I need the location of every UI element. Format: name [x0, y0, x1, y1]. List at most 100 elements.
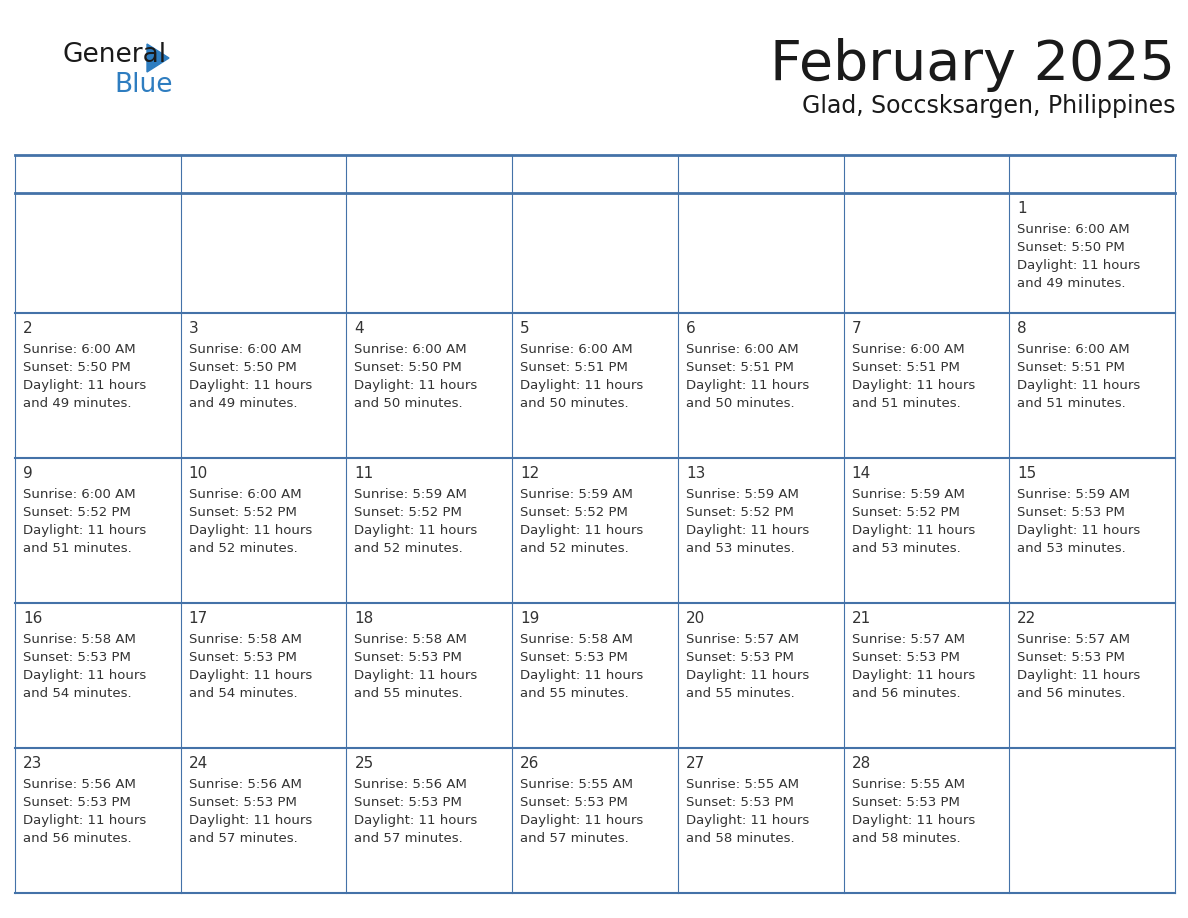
Text: Sunset: 5:52 PM: Sunset: 5:52 PM	[189, 506, 297, 519]
Text: Sunset: 5:53 PM: Sunset: 5:53 PM	[189, 651, 297, 664]
Text: Daylight: 11 hours: Daylight: 11 hours	[189, 524, 312, 537]
Text: Sunset: 5:51 PM: Sunset: 5:51 PM	[685, 361, 794, 374]
Text: Sunday: Sunday	[23, 161, 91, 179]
Text: Sunrise: 6:00 AM: Sunrise: 6:00 AM	[1017, 223, 1130, 236]
Text: Sunset: 5:52 PM: Sunset: 5:52 PM	[520, 506, 628, 519]
Text: Sunset: 5:52 PM: Sunset: 5:52 PM	[685, 506, 794, 519]
Text: 15: 15	[1017, 466, 1037, 481]
Text: Sunrise: 5:58 AM: Sunrise: 5:58 AM	[23, 633, 135, 646]
Text: Daylight: 11 hours: Daylight: 11 hours	[189, 379, 312, 392]
Text: Daylight: 11 hours: Daylight: 11 hours	[23, 379, 146, 392]
Text: and 56 minutes.: and 56 minutes.	[1017, 687, 1126, 700]
Text: Daylight: 11 hours: Daylight: 11 hours	[189, 669, 312, 682]
Text: Sunset: 5:50 PM: Sunset: 5:50 PM	[189, 361, 297, 374]
Text: Sunset: 5:52 PM: Sunset: 5:52 PM	[354, 506, 462, 519]
Text: Saturday: Saturday	[1017, 161, 1101, 179]
Text: Sunrise: 5:59 AM: Sunrise: 5:59 AM	[852, 488, 965, 501]
Text: and 58 minutes.: and 58 minutes.	[852, 832, 960, 845]
Text: 2: 2	[23, 321, 32, 336]
Text: Sunset: 5:50 PM: Sunset: 5:50 PM	[354, 361, 462, 374]
Text: 4: 4	[354, 321, 364, 336]
Text: Sunrise: 5:56 AM: Sunrise: 5:56 AM	[23, 778, 135, 791]
Text: Daylight: 11 hours: Daylight: 11 hours	[23, 814, 146, 827]
Text: and 57 minutes.: and 57 minutes.	[520, 832, 628, 845]
Text: Sunset: 5:53 PM: Sunset: 5:53 PM	[520, 651, 628, 664]
Text: Sunset: 5:53 PM: Sunset: 5:53 PM	[852, 796, 960, 809]
Text: Sunrise: 5:57 AM: Sunrise: 5:57 AM	[852, 633, 965, 646]
Text: Daylight: 11 hours: Daylight: 11 hours	[852, 379, 975, 392]
Text: Sunset: 5:51 PM: Sunset: 5:51 PM	[1017, 361, 1125, 374]
Text: 13: 13	[685, 466, 706, 481]
Text: 24: 24	[189, 756, 208, 771]
Text: Sunrise: 6:00 AM: Sunrise: 6:00 AM	[189, 343, 302, 356]
Text: Sunrise: 5:59 AM: Sunrise: 5:59 AM	[354, 488, 467, 501]
Text: Sunset: 5:52 PM: Sunset: 5:52 PM	[852, 506, 960, 519]
Text: Daylight: 11 hours: Daylight: 11 hours	[852, 524, 975, 537]
Text: Daylight: 11 hours: Daylight: 11 hours	[23, 524, 146, 537]
Text: and 51 minutes.: and 51 minutes.	[852, 397, 960, 410]
Text: Sunset: 5:51 PM: Sunset: 5:51 PM	[520, 361, 628, 374]
Text: Daylight: 11 hours: Daylight: 11 hours	[685, 524, 809, 537]
Text: 23: 23	[23, 756, 43, 771]
Text: Sunrise: 6:00 AM: Sunrise: 6:00 AM	[852, 343, 965, 356]
Text: Sunrise: 5:58 AM: Sunrise: 5:58 AM	[520, 633, 633, 646]
Text: 21: 21	[852, 611, 871, 626]
Text: and 55 minutes.: and 55 minutes.	[685, 687, 795, 700]
Text: Sunset: 5:53 PM: Sunset: 5:53 PM	[852, 651, 960, 664]
Text: and 50 minutes.: and 50 minutes.	[354, 397, 463, 410]
Text: Daylight: 11 hours: Daylight: 11 hours	[520, 379, 644, 392]
Text: and 51 minutes.: and 51 minutes.	[23, 542, 132, 555]
Text: Sunrise: 5:59 AM: Sunrise: 5:59 AM	[685, 488, 798, 501]
Text: 22: 22	[1017, 611, 1037, 626]
Text: and 49 minutes.: and 49 minutes.	[23, 397, 132, 410]
Text: and 50 minutes.: and 50 minutes.	[520, 397, 628, 410]
Text: Daylight: 11 hours: Daylight: 11 hours	[852, 669, 975, 682]
Text: and 57 minutes.: and 57 minutes.	[189, 832, 297, 845]
Text: and 56 minutes.: and 56 minutes.	[23, 832, 132, 845]
Text: 25: 25	[354, 756, 374, 771]
Text: Daylight: 11 hours: Daylight: 11 hours	[354, 814, 478, 827]
Text: Sunrise: 5:55 AM: Sunrise: 5:55 AM	[852, 778, 965, 791]
Text: Sunrise: 6:00 AM: Sunrise: 6:00 AM	[354, 343, 467, 356]
Text: Glad, Soccsksargen, Philippines: Glad, Soccsksargen, Philippines	[802, 94, 1175, 118]
Text: and 51 minutes.: and 51 minutes.	[1017, 397, 1126, 410]
Text: and 55 minutes.: and 55 minutes.	[354, 687, 463, 700]
Text: Blue: Blue	[114, 72, 172, 98]
Text: Daylight: 11 hours: Daylight: 11 hours	[520, 814, 644, 827]
Text: Daylight: 11 hours: Daylight: 11 hours	[354, 669, 478, 682]
Text: and 52 minutes.: and 52 minutes.	[520, 542, 628, 555]
Text: Sunset: 5:52 PM: Sunset: 5:52 PM	[23, 506, 131, 519]
Text: Sunrise: 5:57 AM: Sunrise: 5:57 AM	[685, 633, 798, 646]
Text: Sunrise: 6:00 AM: Sunrise: 6:00 AM	[685, 343, 798, 356]
Text: 9: 9	[23, 466, 33, 481]
Text: Monday: Monday	[189, 161, 261, 179]
Text: Sunset: 5:53 PM: Sunset: 5:53 PM	[1017, 651, 1125, 664]
Text: Sunrise: 5:58 AM: Sunrise: 5:58 AM	[189, 633, 302, 646]
Text: and 54 minutes.: and 54 minutes.	[189, 687, 297, 700]
Text: Sunrise: 5:55 AM: Sunrise: 5:55 AM	[520, 778, 633, 791]
Text: and 50 minutes.: and 50 minutes.	[685, 397, 795, 410]
Text: Wednesday: Wednesday	[520, 161, 627, 179]
Text: Thursday: Thursday	[685, 161, 772, 179]
Text: 28: 28	[852, 756, 871, 771]
Text: Daylight: 11 hours: Daylight: 11 hours	[1017, 669, 1140, 682]
Text: Sunset: 5:53 PM: Sunset: 5:53 PM	[23, 651, 131, 664]
Text: and 55 minutes.: and 55 minutes.	[520, 687, 628, 700]
Text: Daylight: 11 hours: Daylight: 11 hours	[354, 524, 478, 537]
Text: and 53 minutes.: and 53 minutes.	[685, 542, 795, 555]
Text: 27: 27	[685, 756, 706, 771]
Text: and 49 minutes.: and 49 minutes.	[1017, 277, 1126, 290]
Text: Sunrise: 5:59 AM: Sunrise: 5:59 AM	[1017, 488, 1130, 501]
Text: Daylight: 11 hours: Daylight: 11 hours	[1017, 379, 1140, 392]
Text: Sunrise: 6:00 AM: Sunrise: 6:00 AM	[520, 343, 633, 356]
Text: 20: 20	[685, 611, 706, 626]
Text: Sunrise: 5:56 AM: Sunrise: 5:56 AM	[189, 778, 302, 791]
Text: Sunset: 5:53 PM: Sunset: 5:53 PM	[520, 796, 628, 809]
Text: Sunset: 5:53 PM: Sunset: 5:53 PM	[1017, 506, 1125, 519]
Text: Daylight: 11 hours: Daylight: 11 hours	[685, 669, 809, 682]
Text: and 56 minutes.: and 56 minutes.	[852, 687, 960, 700]
Text: Sunset: 5:50 PM: Sunset: 5:50 PM	[23, 361, 131, 374]
Text: Friday: Friday	[852, 161, 909, 179]
Text: Sunrise: 6:00 AM: Sunrise: 6:00 AM	[189, 488, 302, 501]
Text: 12: 12	[520, 466, 539, 481]
